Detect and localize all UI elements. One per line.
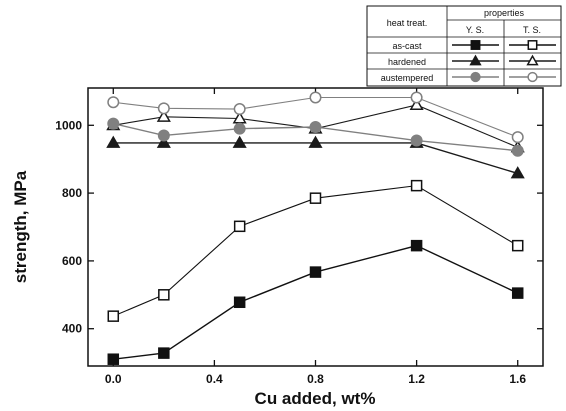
y-tick-label: 600	[62, 254, 82, 268]
series-line	[113, 96, 518, 138]
series-line	[113, 185, 519, 317]
y-axis-label: strength, MPa	[11, 170, 30, 283]
data-point	[309, 91, 322, 104]
legend-row-as-cast: as-cast	[392, 41, 422, 51]
data-point	[309, 120, 322, 133]
legend-swatch-marker	[527, 71, 538, 83]
data-point	[511, 239, 524, 252]
data-point	[156, 109, 171, 122]
data-point	[308, 135, 323, 148]
data-point	[511, 131, 524, 144]
data-point	[158, 347, 170, 359]
y-axis: 400 600 800 1000	[55, 118, 543, 336]
data-point	[409, 97, 424, 110]
data-point	[511, 144, 524, 157]
data-point	[157, 102, 170, 115]
x-tick-label: 0.0	[105, 372, 122, 386]
series-line	[113, 244, 519, 360]
legend-col-ys: Y. S.	[466, 25, 484, 35]
data-point	[510, 166, 525, 179]
data-point	[157, 129, 170, 142]
x-tick-label: 1.2	[408, 372, 425, 386]
legend-row-hardened: hardened	[388, 57, 426, 67]
series-line	[113, 142, 518, 175]
x-axis-label: Cu added, wt%	[255, 389, 376, 408]
data-point	[156, 135, 171, 148]
series-as-cast-ys	[107, 239, 524, 365]
series-austempered-ys	[107, 117, 524, 157]
x-tick-label: 1.6	[509, 372, 526, 386]
data-point	[410, 91, 423, 104]
data-point	[309, 192, 322, 204]
series-as-cast-ts	[107, 179, 524, 322]
legend-header-properties: properties	[484, 8, 525, 18]
legend-swatch-marker	[469, 54, 482, 66]
data-point	[233, 122, 246, 135]
data-point	[410, 134, 423, 147]
data-point	[233, 220, 246, 233]
series-hardened-ys	[106, 135, 525, 179]
legend-row-austempered: austempered	[381, 73, 434, 83]
legend-swatch-marker	[470, 40, 481, 50]
data-point	[511, 287, 524, 299]
data-point	[309, 266, 322, 278]
legend-header-heat-treat: heat treat.	[387, 18, 428, 28]
data-point	[158, 289, 170, 301]
data-point	[410, 179, 423, 192]
data-point	[106, 135, 121, 148]
x-axis: 0.0 0.4 0.8 1.2 1.6	[105, 88, 526, 386]
data-point	[233, 103, 246, 116]
series-austempered-ts	[107, 91, 524, 144]
legend-swatches	[452, 40, 556, 83]
series-line	[113, 104, 518, 148]
y-tick-label: 400	[62, 322, 82, 336]
x-tick-label: 0.8	[307, 372, 324, 386]
data-point	[107, 353, 120, 365]
data-point	[107, 310, 120, 322]
data-point	[232, 135, 247, 148]
data-point	[233, 296, 246, 309]
data-point	[410, 239, 423, 252]
data-point	[107, 117, 120, 130]
data-point	[107, 96, 120, 109]
series-line	[113, 122, 518, 152]
legend-swatch-marker	[527, 40, 538, 50]
series-layer	[106, 91, 525, 365]
legend-col-ts: T. S.	[523, 25, 541, 35]
y-tick-label: 1000	[55, 118, 82, 132]
legend-swatch-marker	[526, 54, 539, 66]
legend-swatch-marker	[470, 71, 481, 83]
x-tick-label: 0.4	[206, 372, 223, 386]
y-tick-label: 800	[62, 186, 82, 200]
legend: heat treat. properties Y. S. T. S. as-ca…	[366, 5, 562, 87]
